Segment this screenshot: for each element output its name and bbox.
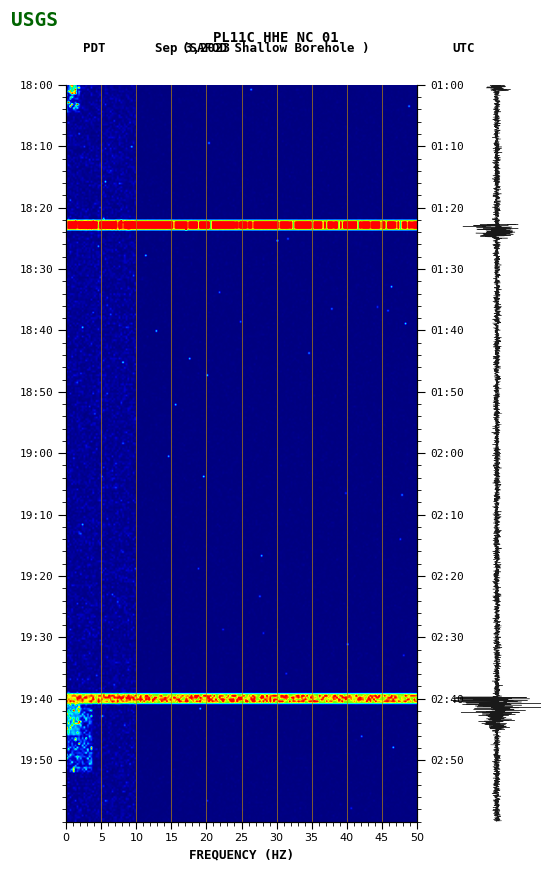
Text: UTC: UTC [453, 42, 475, 55]
X-axis label: FREQUENCY (HZ): FREQUENCY (HZ) [189, 849, 294, 862]
Text: PL11C HHE NC 01: PL11C HHE NC 01 [213, 31, 339, 46]
Text: USGS: USGS [11, 11, 58, 29]
Text: Sep 3,2023: Sep 3,2023 [155, 42, 230, 55]
Text: (SAFOD Shallow Borehole ): (SAFOD Shallow Borehole ) [182, 42, 370, 55]
Text: PDT: PDT [83, 42, 105, 55]
